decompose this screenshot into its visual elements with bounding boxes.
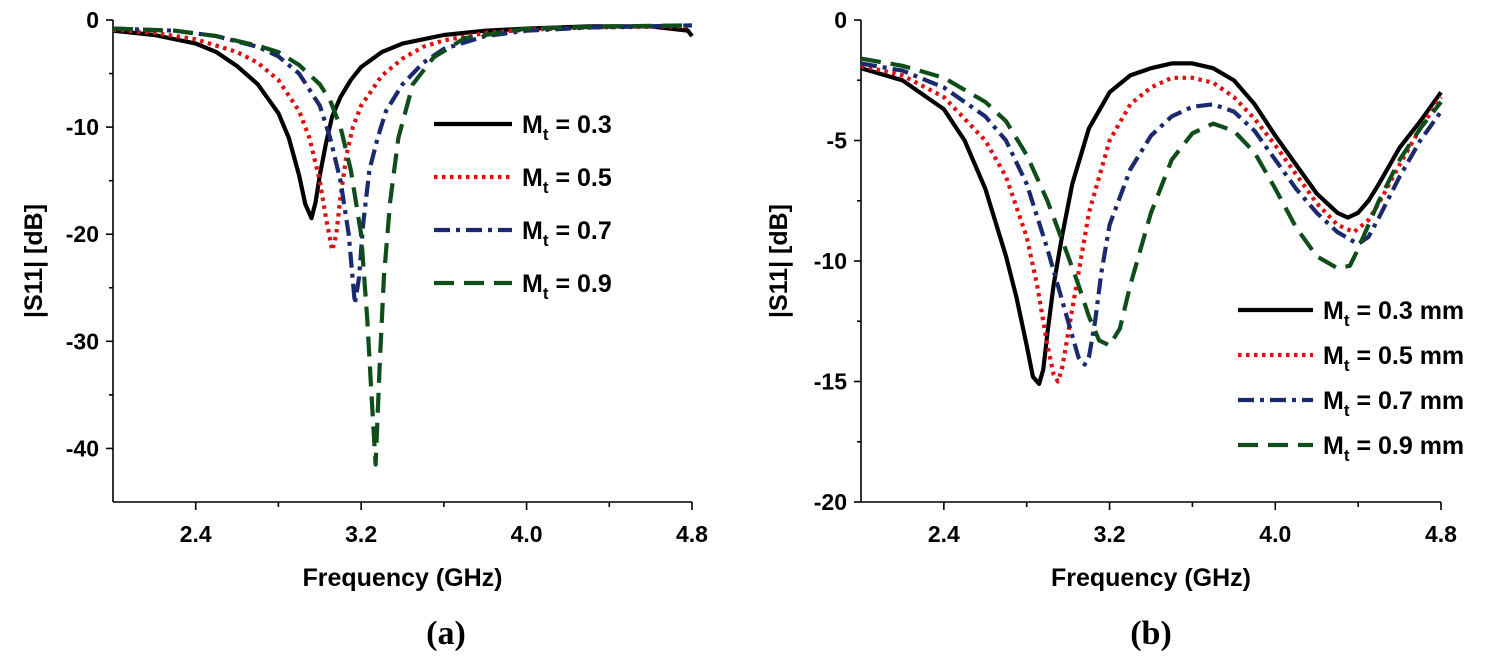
- y-tick-label: -40: [66, 435, 99, 461]
- y-axis-title: |S11| [dB]: [20, 204, 48, 318]
- legend: Mt = 0.3 mm Mt = 0.5 mm Mt = 0.7 mm Mt = 0.…: [1238, 297, 1464, 465]
- series-line-0.7: [112, 23, 693, 306]
- y-tick-label: 0: [834, 7, 847, 33]
- legend: Mt = 0.3 Mt = 0.5 Mt = 0.7 Mt = 0.9: [434, 111, 612, 303]
- series-line-0.9-mm: [860, 56, 1443, 348]
- panel-label: (b): [1130, 615, 1172, 652]
- y-axis-title: |S11| [dB]: [765, 204, 793, 318]
- y-tick-label: -30: [66, 328, 99, 354]
- x-tick-label: 4.8: [676, 521, 708, 547]
- y-tick-label: -5: [827, 128, 848, 154]
- series-line-0.3-mm: [860, 61, 1443, 386]
- legend-entry: Mt = 0.5: [522, 164, 612, 197]
- legend-entry: Mt = 0.5 mm: [1323, 342, 1464, 375]
- chart-panel-a: 0 -10 -20 -30 -40 2.4 3.2 4.0 4.8 Frequency (GHz)…: [20, 7, 708, 652]
- x-tick-label: 4.0: [1259, 521, 1291, 547]
- x-tick-label: 3.2: [1094, 521, 1126, 547]
- x-axis-title: Frequency (GHz): [302, 564, 502, 592]
- legend-entry: Mt = 0.3: [522, 111, 612, 144]
- panel-label: (a): [426, 615, 466, 652]
- legend-entry: Mt = 0.3 mm: [1323, 297, 1464, 330]
- legend-entry: Mt = 0.7: [522, 217, 612, 250]
- x-tick-label: 2.4: [180, 521, 212, 547]
- x-tick-label: 4.8: [1425, 521, 1457, 547]
- series-line-0.7-mm: [860, 61, 1443, 367]
- series-line-0.9: [112, 23, 693, 467]
- series-line-0.5: [112, 24, 693, 253]
- series-line-0.5-mm: [860, 63, 1443, 384]
- y-tick-label: -20: [814, 489, 847, 515]
- legend-entry: Mt = 0.9 mm: [1323, 432, 1464, 465]
- legend-entry: Mt = 0.7 mm: [1323, 387, 1464, 420]
- y-tick-label: -15: [814, 369, 847, 395]
- y-tick-label: 0: [86, 7, 99, 33]
- y-tick-label: -10: [66, 114, 99, 140]
- x-tick-label: 4.0: [511, 521, 543, 547]
- y-tick-label: -20: [66, 221, 99, 247]
- x-tick-label: 3.2: [345, 521, 377, 547]
- chart-panel-b: 0 -5 -10 -15 -20 2.4 3.2 4.0 4.8 Frequency (GHz) |…: [765, 7, 1464, 652]
- x-tick-label: 2.4: [928, 521, 960, 547]
- x-axis-title: Frequency (GHz): [1051, 564, 1251, 592]
- legend-entry: Mt = 0.9: [522, 270, 612, 303]
- y-tick-label: -10: [814, 248, 847, 274]
